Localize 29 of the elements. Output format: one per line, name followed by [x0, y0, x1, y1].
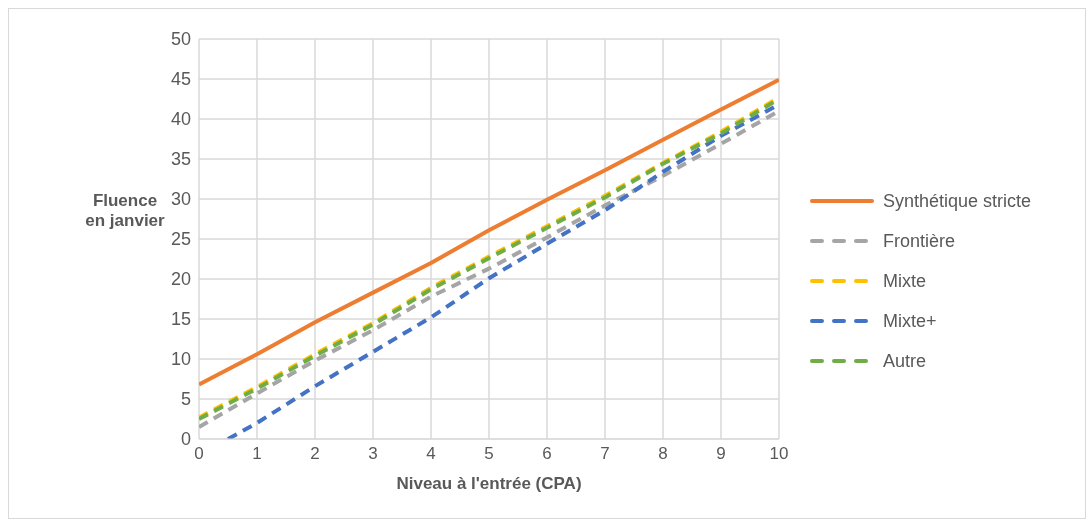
y-tick-label: 20 [170, 269, 191, 290]
y-tick-label: 45 [170, 69, 191, 90]
y-tick-label: 30 [170, 189, 191, 210]
y-tick-label: 5 [180, 389, 191, 410]
x-tick-label: 1 [252, 444, 262, 464]
legend-label: Synthétique stricte [883, 190, 1032, 212]
y-tick-label: 0 [180, 429, 191, 450]
legend-label: Autre [883, 350, 927, 372]
legend-label: Mixte+ [883, 310, 937, 332]
x-tick-label: 10 [769, 444, 789, 464]
y-tick-label: 40 [170, 109, 191, 130]
y-tick-label: 25 [170, 229, 191, 250]
x-tick-label: 2 [310, 444, 320, 464]
y-tick-label: 10 [170, 349, 191, 370]
y-tick-label: 50 [170, 29, 191, 50]
y-axis-title: Fluence en janvier [84, 191, 166, 231]
y-tick-label: 35 [170, 149, 191, 170]
legend-label: Frontière [883, 230, 956, 252]
x-tick-label: 3 [368, 444, 378, 464]
x-tick-label: 8 [658, 444, 668, 464]
legend-label: Mixte [883, 270, 927, 292]
x-axis-title: Niveau à l'entrée (CPA) [396, 474, 582, 493]
y-tick-label: 15 [170, 309, 191, 330]
x-tick-label: 9 [716, 444, 726, 464]
x-tick-label: 6 [542, 444, 552, 464]
x-tick-label: 5 [484, 444, 494, 464]
x-tick-label: 4 [426, 444, 436, 464]
x-tick-label: 0 [194, 444, 204, 464]
x-tick-label: 7 [600, 444, 610, 464]
